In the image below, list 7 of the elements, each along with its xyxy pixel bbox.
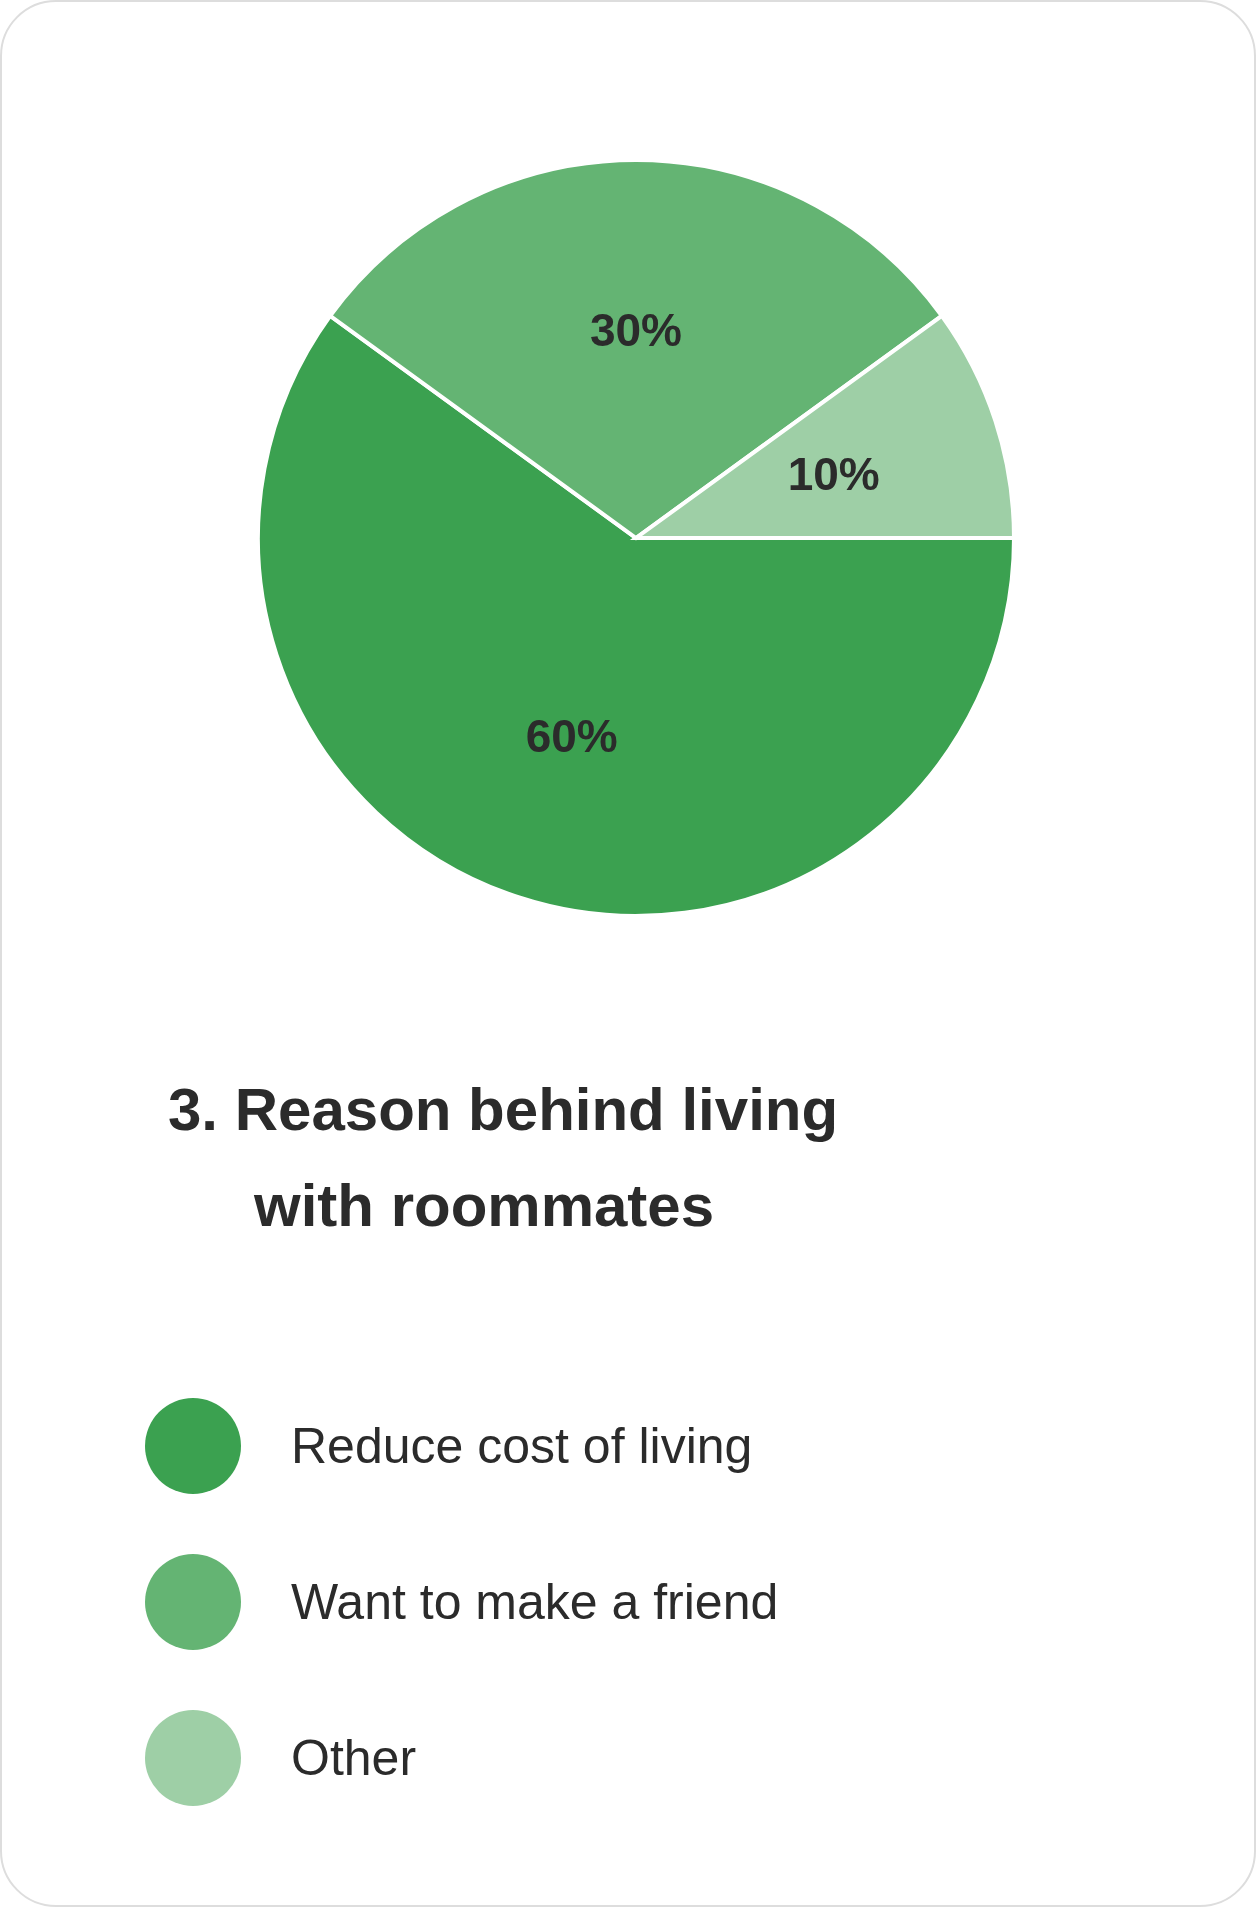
text: 3. Reason behind living with roommates (168, 1075, 840, 1241)
legend-label: Other (291, 1729, 417, 1787)
legend-label: Reduce cost of living (291, 1417, 753, 1475)
data-label: 60% (525, 709, 618, 762)
legend-label: Want to make a friend (291, 1573, 779, 1631)
data-label: 30% (589, 304, 683, 357)
data-label: 10% (787, 447, 880, 500)
